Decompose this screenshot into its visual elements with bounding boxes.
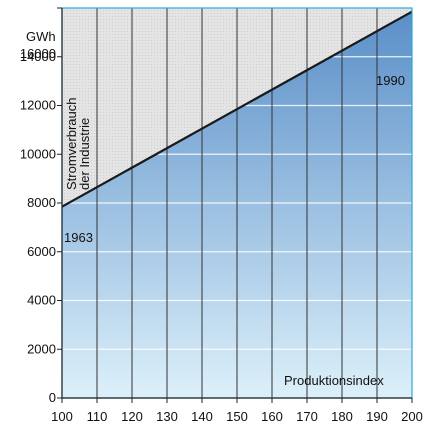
x-tick-label-190: 190: [366, 409, 388, 424]
y-axis-label-line-2: der Industrie: [77, 118, 92, 190]
y-tick-label-2000: 2000: [27, 341, 56, 356]
series-layer: [61, 10, 413, 208]
x-tick-label-150: 150: [226, 409, 248, 424]
y-tick-label-4000: 4000: [27, 293, 56, 308]
y-tick-label-0: 0: [49, 390, 56, 405]
x-tick-label-140: 140: [191, 409, 213, 424]
x-tick-label-100: 100: [51, 409, 73, 424]
y-axis-label-line-1: Stromverbrauch: [64, 98, 79, 190]
y-tick-label-6000: 6000: [27, 244, 56, 259]
y-tick-label-16000: 16000: [20, 46, 56, 61]
x-tick-label-130: 130: [156, 409, 178, 424]
x-axis-label: Produktionsindex: [284, 373, 384, 388]
x-tick-label-110: 110: [87, 409, 108, 424]
x-tick-label-160: 160: [261, 409, 283, 424]
series-line: [61, 10, 413, 208]
y-tick-label-14000: 14000: [20, 49, 56, 64]
y-tick-label-8000: 8000: [27, 195, 56, 210]
y-axis-unit: GWh: [26, 29, 56, 44]
y-axis-label: Stromverbrauch der Industrie: [64, 98, 92, 190]
y-tick-label-12000: 12000: [20, 98, 56, 113]
annotation-end: 1990: [376, 73, 405, 88]
x-tick-label-200: 200: [401, 409, 423, 424]
x-tick-label-120: 120: [121, 409, 143, 424]
annotation-start: 1963: [64, 230, 93, 245]
vertical-gridlines: [96, 8, 378, 398]
x-tick-label-180: 180: [331, 409, 353, 424]
x-tick-label-170: 170: [296, 409, 318, 424]
x-axis-ticks: 100 110 120 130 140 150 160 170 180 190 200: [51, 398, 423, 424]
y-tick-label-10000: 10000: [20, 146, 56, 161]
